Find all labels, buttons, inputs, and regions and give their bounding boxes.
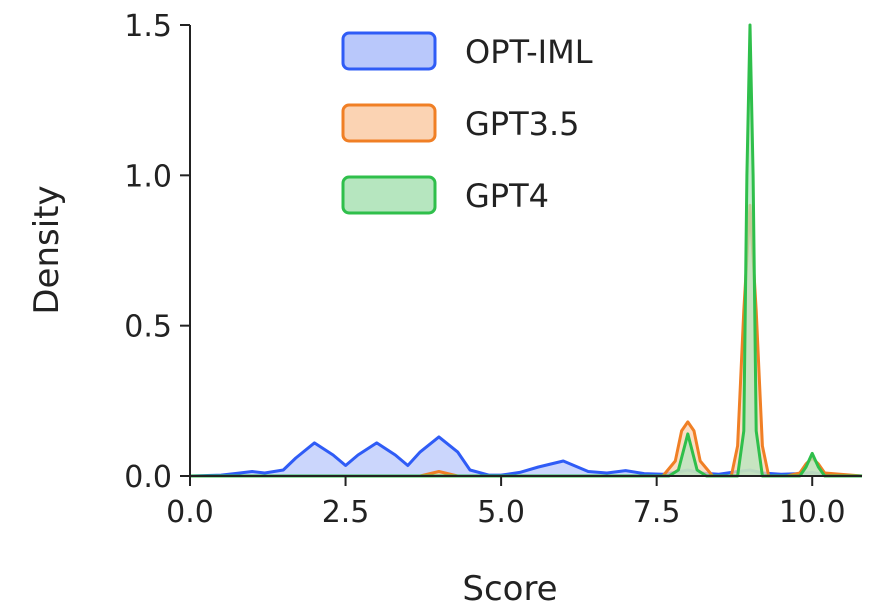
legend-label: GPT3.5 xyxy=(465,105,580,143)
series-area-0 xyxy=(190,436,862,476)
legend-swatch xyxy=(341,31,437,71)
series-layer xyxy=(189,23,863,478)
x-axis-title: Score xyxy=(462,569,557,609)
x-tick-label: 10.0 xyxy=(779,495,846,530)
series-line-2 xyxy=(190,23,862,478)
axes-layer xyxy=(189,25,862,477)
y-axis-title: Density xyxy=(27,185,67,314)
x-tick-label: 5.0 xyxy=(477,495,525,530)
legend: OPT-IML GPT3.5 GPT4 xyxy=(341,31,593,215)
y-tick-label: 0.5 xyxy=(124,310,172,345)
x-tick-label: 0.0 xyxy=(166,495,214,530)
ticks-layer: 0.0 2.5 5.0 7.5 10.0 0.0 0.5 1.0 1.5 xyxy=(124,9,845,530)
y-tick-label: 0.0 xyxy=(124,460,172,495)
legend-swatch xyxy=(341,175,437,215)
x-tick-label: 2.5 xyxy=(322,495,370,530)
legend-label: GPT4 xyxy=(465,177,549,215)
y-tick-label: 1.0 xyxy=(124,159,172,194)
legend-label: OPT-IML xyxy=(465,33,593,71)
legend-swatch xyxy=(341,103,437,143)
y-tick-label: 1.5 xyxy=(124,9,172,44)
x-tick-label: 7.5 xyxy=(633,495,681,530)
series-line-1 xyxy=(190,203,863,478)
